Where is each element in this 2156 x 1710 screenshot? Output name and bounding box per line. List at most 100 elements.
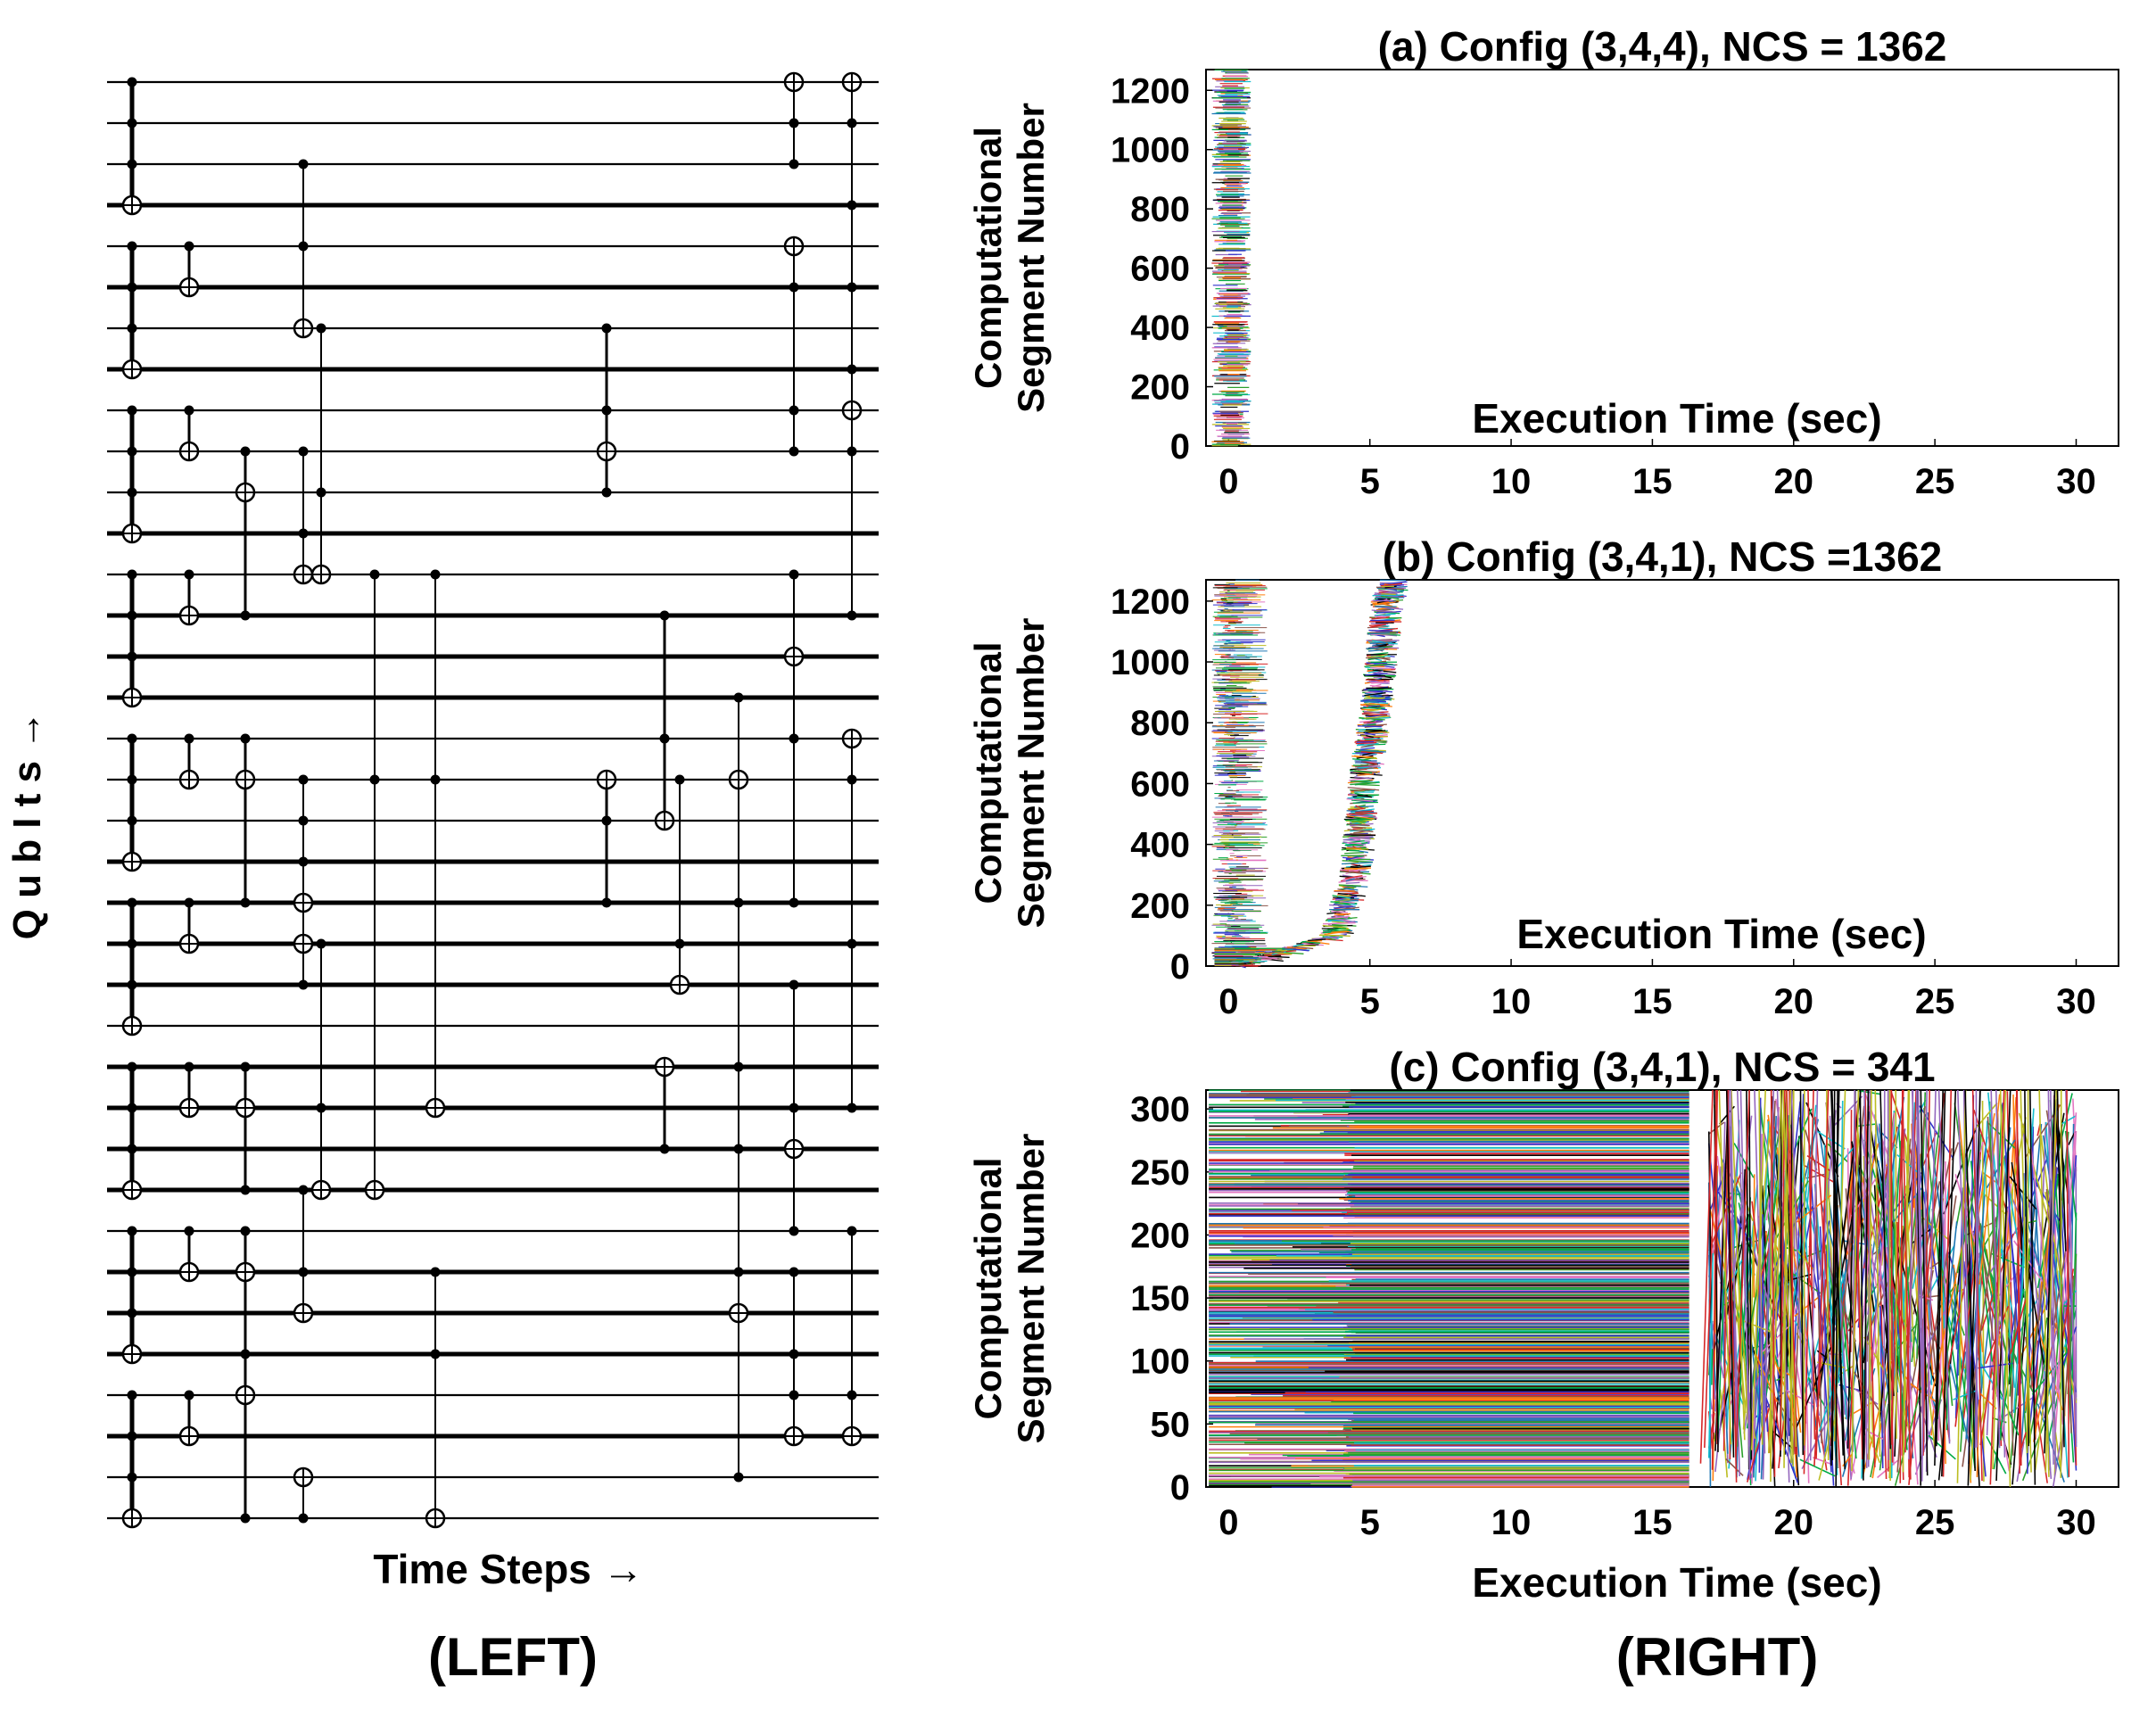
segment-line <box>1344 867 1372 870</box>
control-dot <box>430 1349 441 1359</box>
segment-line <box>1372 642 1387 647</box>
segment-line <box>1803 1089 1805 1446</box>
segment-line <box>1992 1089 2007 1470</box>
control-dot <box>789 118 799 128</box>
control-dot <box>789 282 799 293</box>
segment-line <box>1344 841 1368 847</box>
control-dot <box>127 159 137 169</box>
segment-line <box>1346 798 1374 802</box>
segment-line <box>1322 927 1347 932</box>
segment-line <box>1704 1089 1718 1449</box>
y-tick-label: 300 <box>1130 1090 1190 1129</box>
y-axis-label-line1: Computational <box>967 1158 1009 1420</box>
segment-line <box>2042 1135 2061 1241</box>
segment-line <box>1922 1089 1930 1456</box>
segment-line <box>1357 794 1373 798</box>
segment-line <box>1801 1401 1838 1469</box>
control-dot <box>127 733 137 744</box>
control-dot <box>298 774 309 785</box>
segment-line <box>1356 742 1379 747</box>
segment-line <box>1920 1089 1929 1476</box>
segment-line <box>1748 1089 1753 1460</box>
segment-line <box>1311 936 1339 940</box>
x-tick-label: 0 <box>1218 982 1238 1021</box>
segment-line <box>1953 1390 1977 1400</box>
segment-line <box>1350 782 1367 786</box>
segment-line <box>1375 606 1395 611</box>
segment-line <box>1761 1185 1776 1487</box>
y-tick-label: 400 <box>1130 826 1190 865</box>
control-dot <box>127 446 137 457</box>
y-tick-label: 200 <box>1130 887 1190 926</box>
segment-line <box>1339 901 1355 904</box>
segment-line <box>1990 1089 2001 1449</box>
segment-line <box>1308 938 1326 942</box>
segment-line <box>1369 667 1396 670</box>
x-axis-label: Execution Time (sec) <box>1516 911 1926 957</box>
control-dot <box>430 1267 441 1277</box>
segment-line <box>1911 1089 1925 1439</box>
segment-line <box>1334 913 1344 916</box>
segment-line <box>1372 601 1396 606</box>
segment-line <box>1711 1089 1719 1470</box>
segment-line <box>1975 1127 2011 1441</box>
control-dot <box>430 569 441 580</box>
control-dot <box>789 897 799 908</box>
segment-line <box>1302 943 1324 946</box>
segment-line <box>1738 1318 1772 1334</box>
control-dot <box>127 1267 137 1277</box>
control-dot <box>127 323 137 334</box>
segment-line <box>1372 669 1397 673</box>
chart-title: (b) Config (3,4,1), NCS =1362 <box>1383 533 1943 580</box>
segment-line <box>1356 740 1375 743</box>
segment-line <box>1371 690 1393 693</box>
segment-line <box>1327 915 1350 920</box>
segment-line <box>1868 1089 1872 1460</box>
segment-line <box>1753 1174 1755 1298</box>
segment-line <box>1908 1089 1914 1460</box>
segment-line <box>1782 1089 1797 1447</box>
control-dot <box>184 1390 194 1400</box>
control-dot <box>184 1062 194 1072</box>
segment-line <box>2066 1089 2070 1477</box>
segment-line <box>1364 664 1387 667</box>
control-dot <box>789 733 799 744</box>
segment-line <box>1740 1305 1749 1424</box>
y-tick-label: 250 <box>1130 1153 1190 1193</box>
segment-line <box>1707 1131 1713 1323</box>
segment-line <box>1322 921 1356 925</box>
control-dot <box>298 528 309 539</box>
x-tick-label: 10 <box>1491 982 1532 1021</box>
segment-line <box>1369 640 1397 644</box>
control-dot <box>316 1103 326 1113</box>
segment-line <box>1934 1089 1944 1466</box>
segment-line <box>1750 1089 1766 1450</box>
segment-line <box>1370 632 1398 636</box>
segment-line <box>1363 710 1391 715</box>
segment-line <box>1946 1221 1958 1313</box>
segment-lines <box>1211 579 1408 969</box>
segment-line <box>1360 735 1388 738</box>
segment-line <box>1381 593 1396 596</box>
segment-line <box>1816 1350 1827 1359</box>
y-tick-label: 200 <box>1130 1216 1190 1255</box>
segment-line <box>1344 852 1364 855</box>
control-dot <box>127 118 137 128</box>
plot-frame <box>1205 579 2119 967</box>
segment-line <box>1362 698 1391 701</box>
segment-line <box>1707 1252 1714 1458</box>
chart-title: (c) Config (3,4,1), NCS = 341 <box>1389 1044 1935 1090</box>
segment-line <box>1730 1089 1738 1441</box>
segment-line <box>1818 1358 1844 1432</box>
segment-line <box>1367 723 1387 727</box>
segment-line <box>1902 1089 1910 1473</box>
segment-line <box>1711 1349 1714 1385</box>
segment-line <box>2030 1147 2064 1425</box>
segment-line <box>2020 1432 2028 1450</box>
segment-line <box>1349 869 1367 872</box>
segment-line <box>1350 864 1361 868</box>
control-dot <box>240 897 251 908</box>
control-dot <box>127 938 137 949</box>
control-dot <box>847 1226 857 1236</box>
